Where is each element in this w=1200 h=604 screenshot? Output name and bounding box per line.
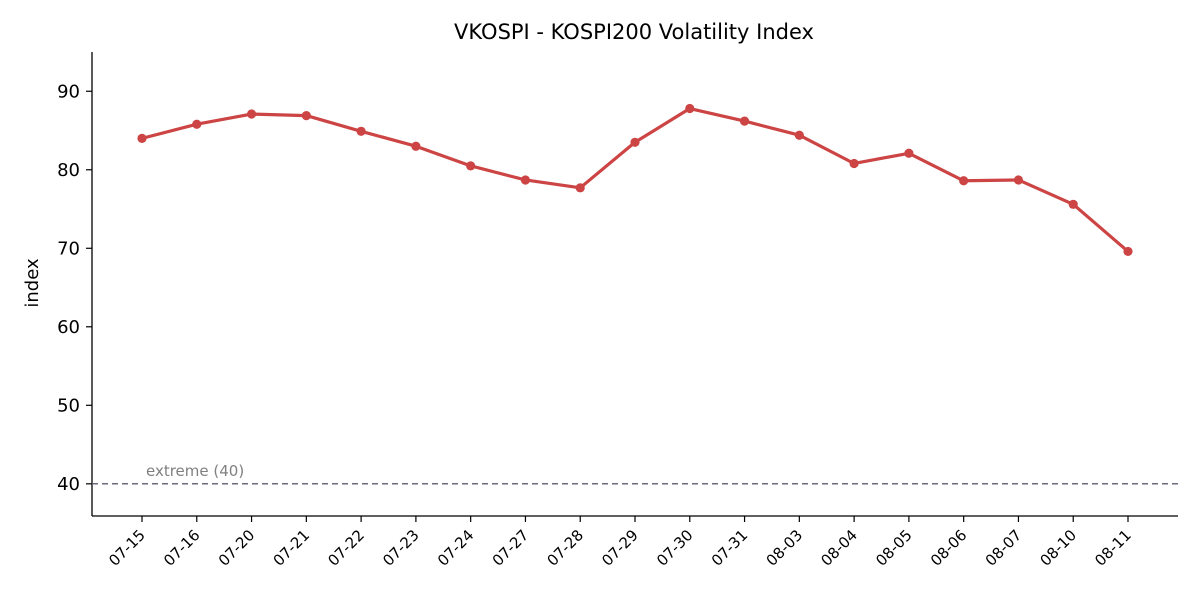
x-tick-label: 07-28 — [543, 526, 587, 570]
y-tick-label: 50 — [57, 395, 80, 416]
x-tick-label: 07-15 — [105, 526, 149, 570]
x-tick-label: 08-04 — [817, 526, 861, 570]
y-tick-label: 40 — [57, 474, 80, 495]
data-point — [411, 141, 421, 151]
data-point — [849, 158, 859, 169]
y-tick-label: 60 — [57, 317, 80, 338]
data-point — [301, 110, 311, 121]
y-axis-label: index — [22, 258, 43, 308]
data-point — [192, 119, 202, 129]
data-point — [739, 116, 750, 126]
x-tick-label: 07-24 — [434, 526, 478, 570]
data-point — [1013, 175, 1024, 185]
series-line — [140, 106, 1130, 254]
data-point — [1068, 199, 1078, 209]
y-tick-label: 70 — [57, 238, 80, 259]
reference-line-label: extreme (40) — [146, 462, 244, 480]
x-tick-label: 08-03 — [763, 526, 807, 570]
data-point — [137, 133, 147, 143]
data-point — [959, 176, 969, 186]
x-tick-label: 07-22 — [324, 526, 368, 570]
x-tick-label: 07-29 — [598, 526, 642, 570]
x-tick-label: 08-11 — [1091, 526, 1135, 570]
data-point — [794, 130, 804, 140]
x-tick-label: 08-05 — [872, 526, 916, 570]
x-tick-label: 07-20 — [215, 526, 259, 570]
chart-title: VKOSPI - KOSPI200 Volatility Index — [454, 20, 814, 44]
data-point — [904, 148, 914, 158]
x-tick-label: 07-27 — [489, 526, 533, 570]
x-tick-label: 07-16 — [160, 526, 204, 570]
data-point — [575, 183, 585, 193]
x-tick-label: 07-31 — [708, 526, 752, 570]
x-tick-label: 08-07 — [982, 526, 1026, 570]
data-point — [630, 137, 640, 147]
x-tick-label: 08-10 — [1036, 526, 1080, 570]
data-point — [520, 175, 531, 185]
data-point — [685, 103, 695, 114]
x-tick-label: 07-21 — [270, 526, 314, 570]
x-tick-label: 07-23 — [379, 526, 423, 570]
data-point — [466, 161, 476, 171]
x-tick-label: 07-30 — [653, 526, 697, 570]
data-point — [356, 126, 366, 136]
data-point — [246, 109, 257, 119]
y-tick-label: 80 — [57, 160, 80, 181]
y-tick-label: 90 — [57, 81, 80, 102]
x-tick-label: 08-06 — [927, 526, 971, 570]
data-point — [1123, 246, 1133, 257]
